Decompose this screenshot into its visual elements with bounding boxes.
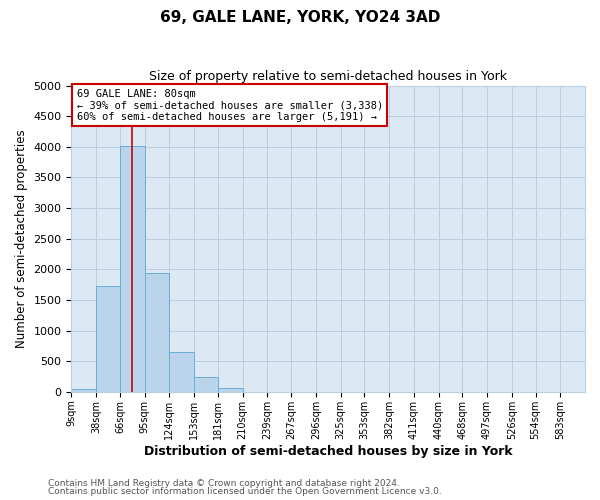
Text: 69, GALE LANE, YORK, YO24 3AD: 69, GALE LANE, YORK, YO24 3AD	[160, 10, 440, 25]
Bar	[96, 286, 120, 392]
Bar	[71, 389, 96, 392]
Bar	[218, 388, 242, 392]
Bar	[169, 352, 194, 392]
Text: 69 GALE LANE: 80sqm
← 39% of semi-detached houses are smaller (3,338)
60% of sem: 69 GALE LANE: 80sqm ← 39% of semi-detach…	[77, 88, 383, 122]
Bar	[194, 377, 218, 392]
Title: Size of property relative to semi-detached houses in York: Size of property relative to semi-detach…	[149, 70, 507, 83]
Text: Contains public sector information licensed under the Open Government Licence v3: Contains public sector information licen…	[48, 487, 442, 496]
Bar	[145, 273, 169, 392]
Y-axis label: Number of semi-detached properties: Number of semi-detached properties	[15, 130, 28, 348]
Text: Contains HM Land Registry data © Crown copyright and database right 2024.: Contains HM Land Registry data © Crown c…	[48, 478, 400, 488]
Bar	[120, 146, 145, 392]
X-axis label: Distribution of semi-detached houses by size in York: Distribution of semi-detached houses by …	[144, 444, 512, 458]
